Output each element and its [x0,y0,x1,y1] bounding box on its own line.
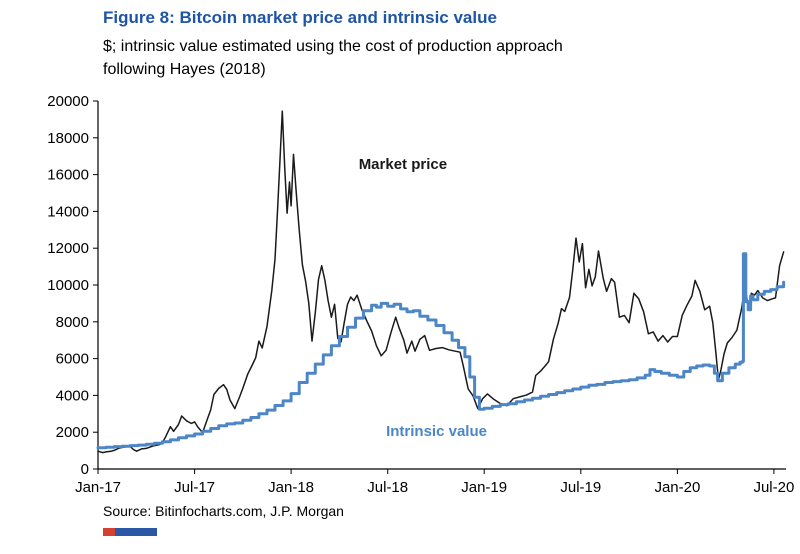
svg-text:10000: 10000 [47,277,89,294]
svg-text:Intrinsic value: Intrinsic value [386,423,487,440]
svg-text:2000: 2000 [56,425,89,442]
svg-text:Jul-20: Jul-20 [753,479,794,496]
svg-text:12000: 12000 [47,241,89,258]
svg-text:Jul-19: Jul-19 [560,479,601,496]
svg-text:Market price: Market price [359,156,447,173]
svg-text:16000: 16000 [47,167,89,184]
svg-text:6000: 6000 [56,351,89,368]
svg-text:20000: 20000 [47,93,89,110]
svg-text:Jan-18: Jan-18 [268,479,314,496]
svg-text:18000: 18000 [47,130,89,147]
source-note: Source: Bitinfocharts.com, J.P. Morgan [103,503,344,520]
svg-text:8000: 8000 [56,314,89,331]
svg-text:14000: 14000 [47,204,89,221]
figure-subtitle: $; intrinsic value estimated using the c… [103,38,563,79]
svg-text:Jan-17: Jan-17 [75,479,121,496]
svg-text:Jan-19: Jan-19 [461,479,507,496]
svg-text:Jul-17: Jul-17 [174,479,215,496]
svg-text:Jul-18: Jul-18 [367,479,408,496]
price-chart: 0 2000 4000 6000 8000 10000 12000 14000 16000 180… [0,89,800,501]
brand-strip [103,528,157,537]
chart-canvas: 0 2000 4000 6000 8000 10000 12000 14000 16000 180… [47,93,794,496]
brand-strip-blue-segment [115,528,157,537]
figure-8-panel: Figure 8: Bitcoin market price and intri… [0,8,800,537]
svg-text:0: 0 [81,461,89,478]
svg-text:4000: 4000 [56,388,89,405]
brand-strip-red-segment [103,528,115,537]
figure-title: Figure 8: Bitcoin market price and intri… [103,8,497,27]
svg-text:Jan-20: Jan-20 [654,479,700,496]
